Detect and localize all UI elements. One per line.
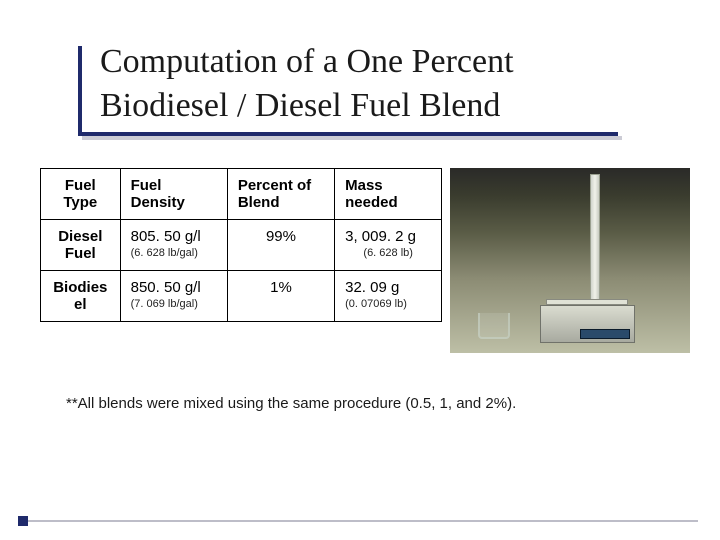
density-sub: (6. 628 lb/gal) xyxy=(131,247,217,259)
corner-square-icon xyxy=(18,516,28,526)
mass-main: 3, 009. 2 g xyxy=(345,228,416,245)
table-row: Biodies el 850. 50 g/l (7. 069 lb/gal) 1… xyxy=(41,271,442,322)
content-row: Fuel Type Fuel Density Percent of Blend … xyxy=(40,168,690,353)
slide-title: Computation of a One Percent Biodiesel /… xyxy=(100,40,690,128)
header-fuel-type: Fuel Type xyxy=(41,169,121,220)
title-vertical-bar xyxy=(78,46,82,132)
cell-percent: 1% xyxy=(227,271,334,322)
title-block: Computation of a One Percent Biodiesel /… xyxy=(100,40,690,128)
cell-density: 805. 50 g/l (6. 628 lb/gal) xyxy=(120,220,227,271)
bottom-divider xyxy=(28,520,698,522)
fuel-blend-table: Fuel Type Fuel Density Percent of Blend … xyxy=(40,168,442,322)
density-main: 805. 50 g/l xyxy=(131,228,201,245)
table-header-row: Fuel Type Fuel Density Percent of Blend … xyxy=(41,169,442,220)
density-sub: (7. 069 lb/gal) xyxy=(131,298,217,310)
cell-percent: 99% xyxy=(227,220,334,271)
footnote: **All blends were mixed using the same p… xyxy=(66,395,690,412)
beaker-icon xyxy=(478,313,510,339)
cell-density: 850. 50 g/l (7. 069 lb/gal) xyxy=(120,271,227,322)
mass-sub: (0. 07069 lb) xyxy=(345,298,431,310)
slide: Computation of a One Percent Biodiesel /… xyxy=(0,0,720,540)
lab-photo xyxy=(450,168,690,353)
mass-main: 32. 09 g xyxy=(345,279,399,296)
density-main: 850. 50 g/l xyxy=(131,279,201,296)
header-fuel-density: Fuel Density xyxy=(120,169,227,220)
table-row: Diesel Fuel 805. 50 g/l (6. 628 lb/gal) … xyxy=(41,220,442,271)
cell-fuel-type: Diesel Fuel xyxy=(41,220,121,271)
title-line-2: Biodiesel / Diesel Fuel Blend xyxy=(100,87,500,124)
header-percent-blend: Percent of Blend xyxy=(227,169,334,220)
scale-display-icon xyxy=(580,329,630,339)
title-underline xyxy=(78,132,618,136)
header-mass-needed: Mass needed xyxy=(335,169,442,220)
cell-mass: 32. 09 g (0. 07069 lb) xyxy=(335,271,442,322)
cell-fuel-type: Biodies el xyxy=(41,271,121,322)
cell-mass: 3, 009. 2 g (6. 628 lb) xyxy=(335,220,442,271)
title-underline-shadow xyxy=(82,136,622,140)
mass-sub: (6. 628 lb) xyxy=(345,247,431,259)
title-line-1: Computation of a One Percent xyxy=(100,43,514,80)
